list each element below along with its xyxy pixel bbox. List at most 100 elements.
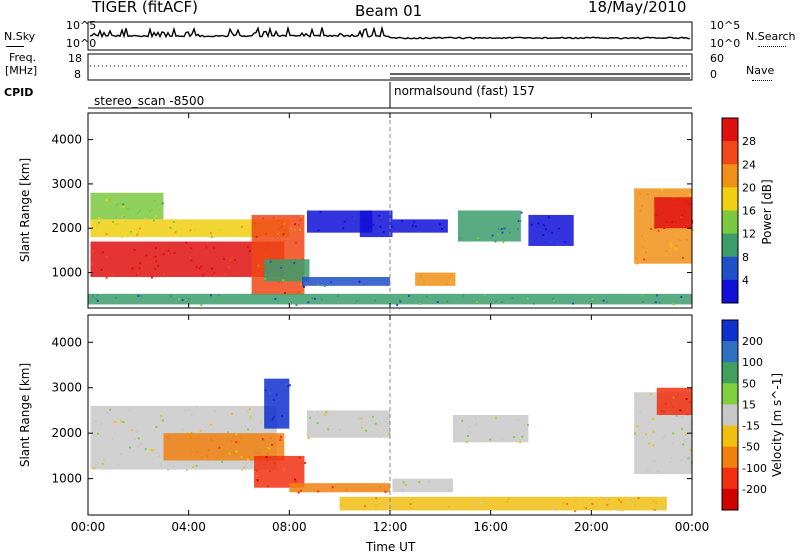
power-panel-cell	[378, 214, 381, 217]
power-panel-cell	[297, 291, 300, 294]
power-panel-cell	[500, 301, 503, 304]
velocity-panel-cell	[404, 483, 407, 486]
power-panel-cell	[411, 224, 414, 227]
velocity-panel-cell	[139, 442, 142, 445]
velocity-panel-cell	[631, 498, 634, 501]
power-panel-cell	[200, 304, 203, 307]
power-panel-cell	[669, 242, 672, 245]
power-panel-cell	[351, 221, 354, 224]
power-panel-cell	[553, 299, 556, 302]
velocity-colorbar: 200 100 50 15 -15 -50 -100 -200	[721, 319, 767, 511]
velocity-panel-cell	[218, 446, 221, 449]
velocity-panel-cell	[309, 416, 312, 419]
power-panel-cell	[302, 285, 305, 288]
velocity-panel-cell	[670, 456, 673, 459]
power-panel-cell	[425, 295, 428, 298]
velocity-panel-cell	[468, 426, 471, 429]
colorbar-tick-label: -100	[742, 462, 767, 475]
power-panel-cell	[657, 229, 660, 232]
velocity-panel-cell	[388, 432, 391, 435]
velocity-panel-cell	[689, 401, 692, 404]
velocity-panel-cell	[616, 509, 619, 512]
power-panel-cell	[329, 281, 332, 284]
power-panel-cell	[537, 222, 540, 225]
velocity-panel-cell	[606, 497, 609, 500]
xtick-label: 08:00	[272, 520, 307, 534]
power-panel-cell	[295, 241, 298, 244]
nsearch-tick-top: 10^5	[710, 19, 741, 32]
velocity-panel-cell	[94, 420, 97, 423]
power-panel-cell	[210, 267, 213, 270]
velocity-panel-cell	[207, 448, 210, 451]
velocity-panel-cell	[384, 490, 387, 493]
velocity-panel-cell	[653, 459, 656, 462]
power-panel-cell	[97, 221, 100, 224]
power-panel-cell	[307, 301, 310, 304]
power-panel-cell	[548, 216, 551, 219]
velocity-panel-cell	[235, 433, 238, 436]
power-panel-cell	[289, 227, 292, 230]
power-panel-cell	[269, 260, 272, 263]
power-panel-cell	[445, 282, 448, 285]
power-panel-cell	[675, 247, 678, 250]
velocity-panel-cell	[294, 478, 297, 481]
power-panel-region	[359, 210, 393, 238]
velocity-cbar-label: Velocity [m s^-1]	[770, 372, 784, 478]
power-panel-cell	[105, 199, 108, 202]
power-panel-cell	[157, 265, 160, 268]
power-panel-cell	[283, 222, 286, 225]
power-panel-cell	[105, 233, 108, 236]
power-panel-cell	[526, 297, 529, 300]
colorbar-swatch	[722, 233, 738, 258]
freq-tick-top: 18	[68, 52, 82, 65]
power-panel-cell	[124, 220, 127, 223]
power-panel-cell	[591, 297, 594, 300]
power-panel-cell	[91, 294, 94, 297]
power-panel-region	[90, 219, 290, 238]
colorbar-tick-label: 24	[742, 158, 756, 171]
velocity-panel-cell	[340, 504, 343, 507]
power-panel-cell	[542, 233, 545, 236]
velocity-panel-cell	[269, 392, 272, 395]
power-panel-cell	[636, 262, 639, 265]
velocity-panel-cell	[117, 463, 120, 466]
velocity-panel-cell	[297, 491, 300, 494]
power-panel-cell	[155, 215, 158, 218]
power-panel-cell	[418, 302, 421, 305]
velocity-panel-cell	[98, 458, 101, 461]
colorbar-tick-label: 200	[742, 335, 763, 348]
power-panel-region	[392, 219, 448, 233]
power-panel-cell	[639, 210, 642, 213]
velocity-panel-cell	[379, 435, 382, 438]
power-panel-cell	[231, 256, 234, 259]
power-panel-cell	[283, 232, 286, 235]
velocity-panel-cell	[554, 508, 557, 511]
velocity-panel-cell	[634, 504, 637, 507]
power-panel-cell	[343, 220, 346, 223]
velocity-panel-cell	[275, 393, 278, 396]
colorbar-swatch	[722, 279, 738, 304]
power-panel-cell	[190, 259, 193, 262]
power-panel-cell	[209, 294, 212, 297]
power-panel-cell	[115, 296, 118, 299]
velocity-heatmap	[90, 378, 693, 513]
colorbar-tick-label: 16	[742, 205, 756, 218]
velocity-panel-cell	[166, 468, 169, 471]
velocity-panel-cell	[685, 433, 688, 436]
power-panel-cell	[258, 241, 261, 244]
velocity-panel-cell	[650, 393, 653, 396]
power-panel-cell	[189, 229, 192, 232]
velocity-panel-cell	[653, 508, 656, 511]
velocity-panel-cell	[272, 416, 275, 419]
velocity-panel-region	[264, 378, 290, 429]
nave-legend-line	[752, 80, 772, 81]
power-panel-cell	[436, 301, 439, 304]
power-panel-cell	[90, 263, 93, 266]
nave-tick-top: 60	[710, 52, 724, 65]
power-panel-cell	[174, 231, 177, 234]
power-panel-cell	[246, 245, 249, 248]
xtick-label: 00:00	[675, 520, 710, 534]
power-panel-cell	[154, 246, 157, 249]
velocity-panel-cell	[506, 500, 509, 503]
